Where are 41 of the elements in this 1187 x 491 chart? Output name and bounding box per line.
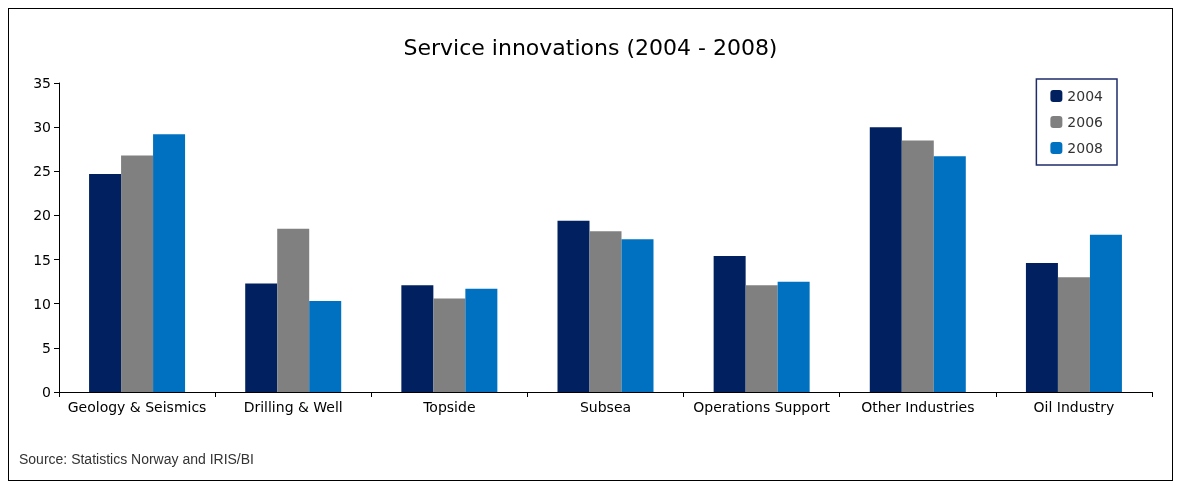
x-tick-label: Drilling & Well [243,399,343,415]
bar [1057,277,1090,392]
bar [1025,263,1058,392]
x-tick-label: Topside [422,399,476,415]
bar [277,228,310,392]
bar [557,220,590,392]
bar [621,239,654,392]
bar [309,301,342,392]
y-tick-label: 25 [33,163,51,180]
y-tick-label: 10 [33,295,51,312]
bar [433,298,466,392]
bar [777,281,810,392]
bar [245,283,278,392]
bar [589,231,622,392]
x-tick-label: Operations Support [693,399,831,415]
bar [745,285,778,392]
y-tick-label: 20 [33,207,51,224]
bar [153,134,186,392]
bar [713,256,746,392]
x-tick-label: Subsea [579,399,632,415]
x-tick-label: Other Industries [861,399,975,415]
bar [465,288,498,392]
x-tick-label: Geology & Seismics [67,399,207,415]
y-tick-label: 30 [33,119,51,136]
y-tick-label: 0 [42,384,51,400]
x-tick-label: Oil Industry [1033,399,1115,415]
bar [401,285,434,392]
legend-label: 2004 [1067,88,1104,104]
bar [901,140,934,392]
bar [121,155,154,392]
y-tick-label: 5 [42,339,51,356]
bar [1089,234,1122,392]
y-tick-label: 35 [33,75,51,91]
bar [89,173,122,392]
legend-label: 2006 [1067,114,1104,130]
bar [869,127,902,392]
source-note: Source: Statistics Norway and IRIS/BI [19,451,254,467]
y-tick-label: 15 [33,251,51,268]
chart-title: Service innovations (2004 - 2008) [403,34,778,60]
bar [933,156,966,392]
legend-label: 2008 [1067,140,1104,156]
